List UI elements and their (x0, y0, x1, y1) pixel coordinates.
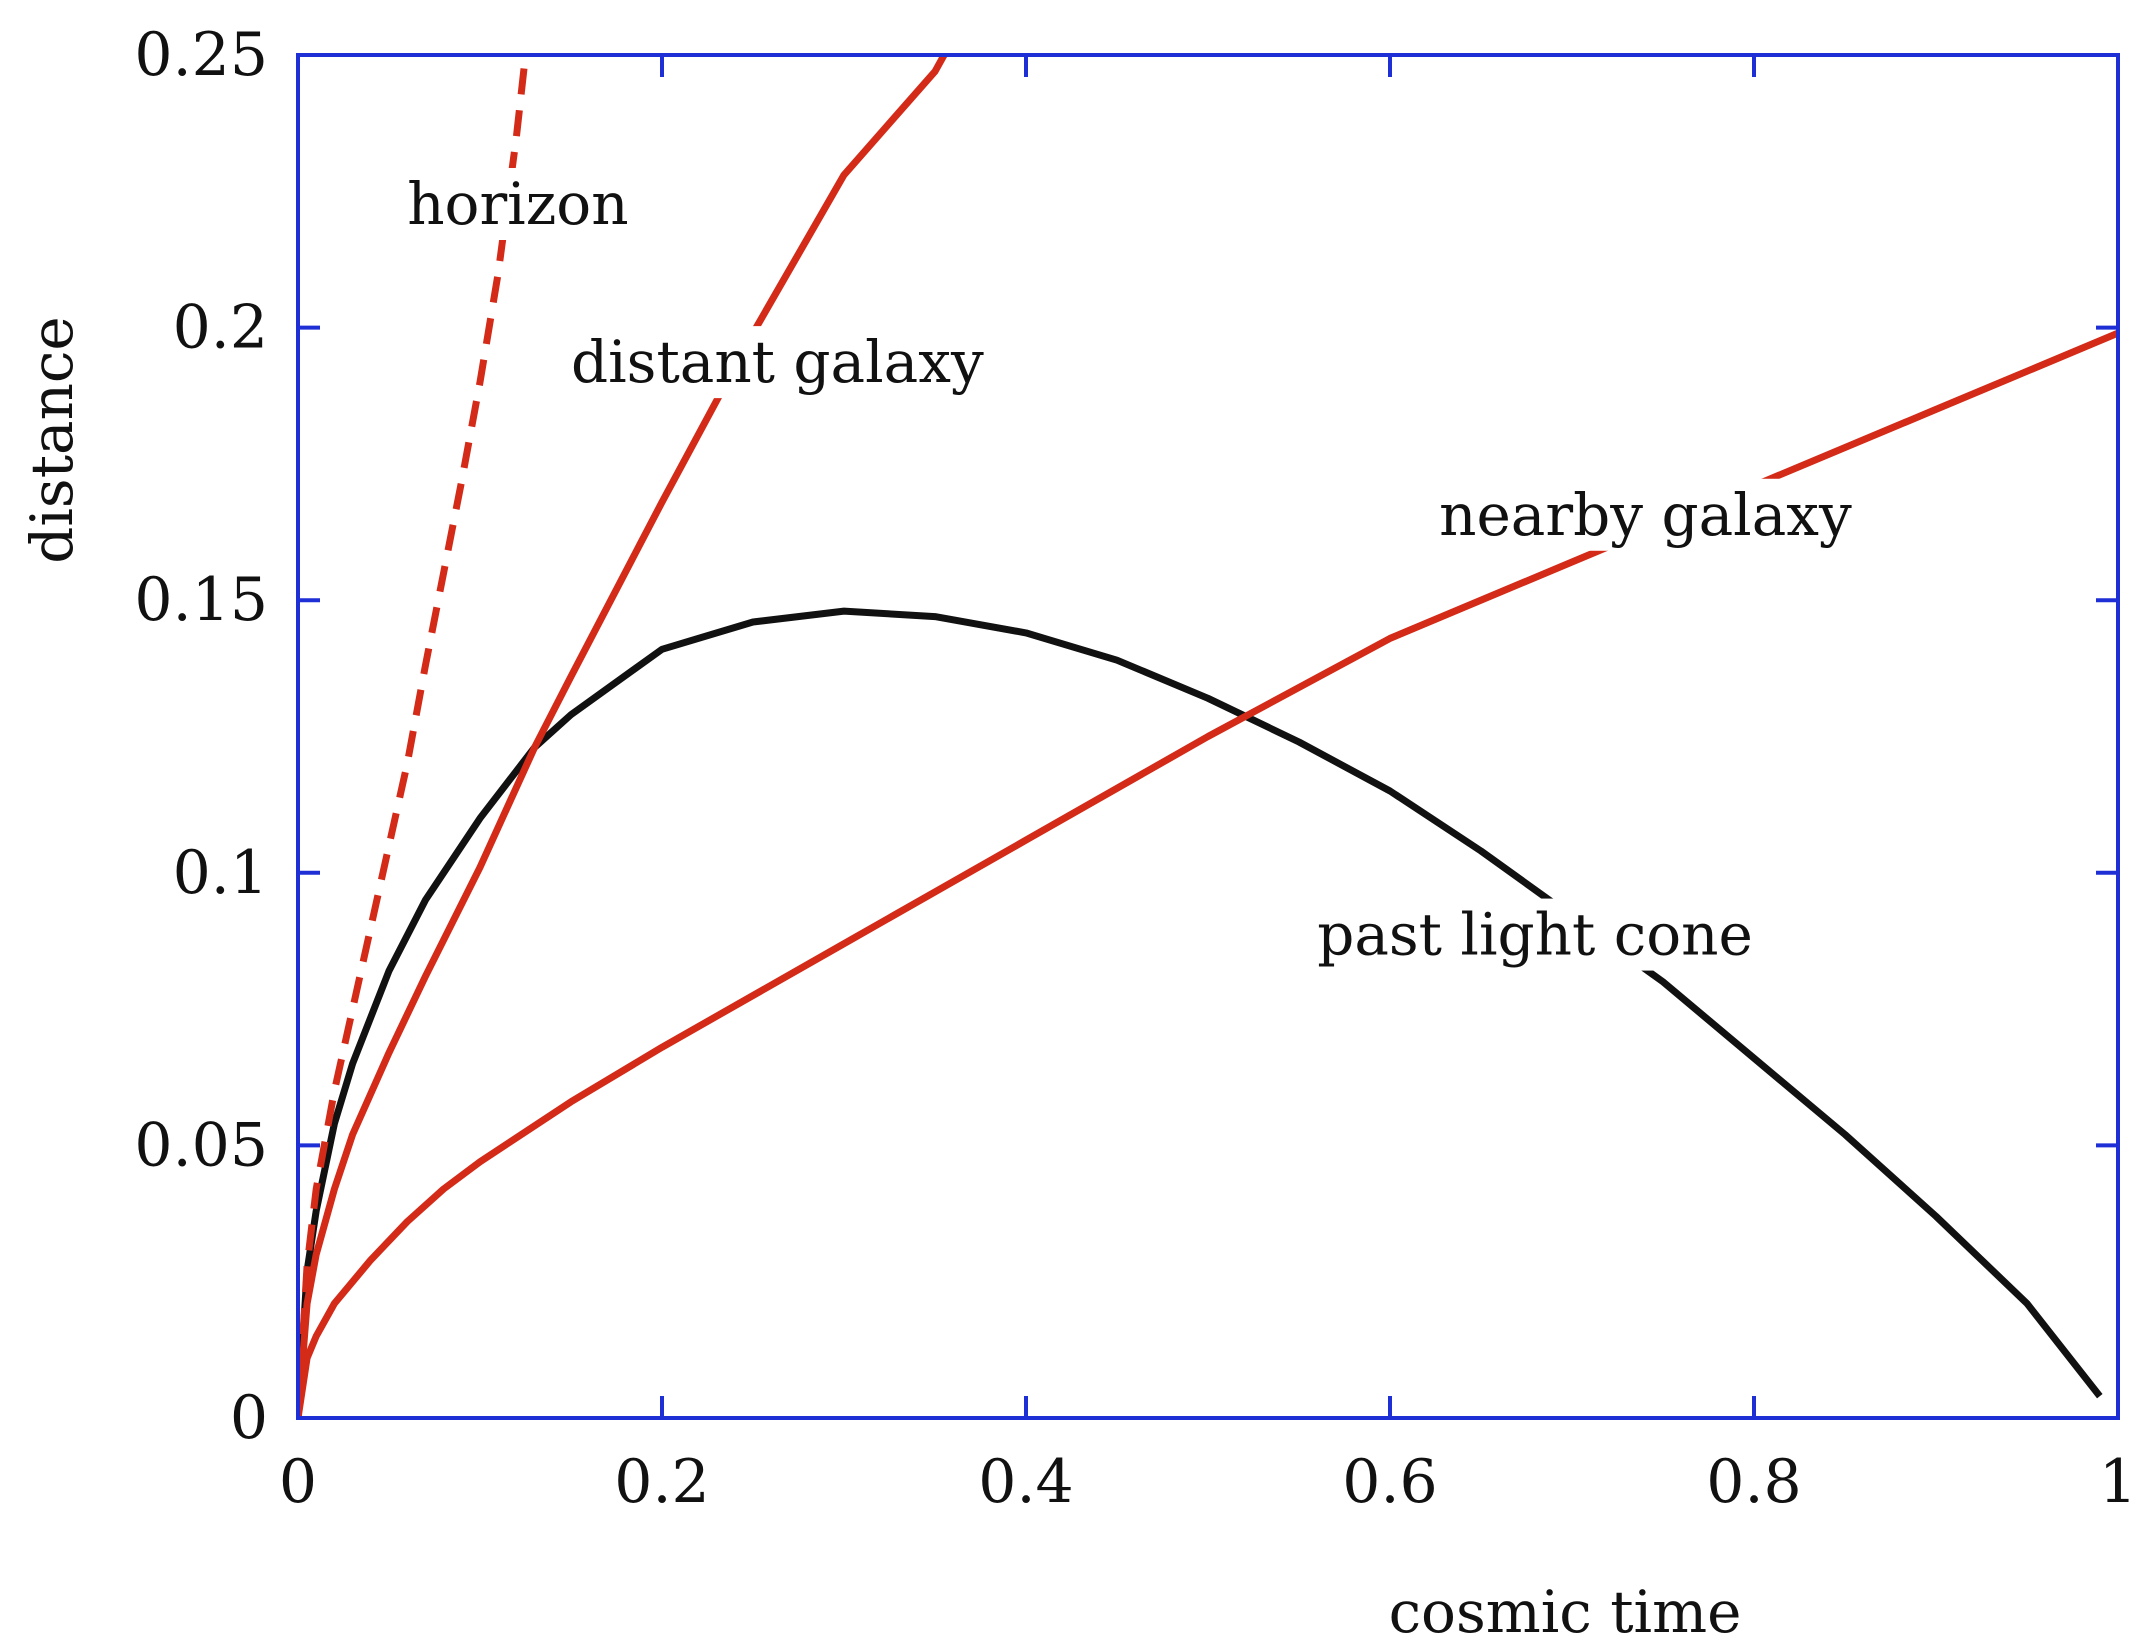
x-tick-label: 0.8 (1706, 1447, 1801, 1517)
x-tick-label: 0.2 (614, 1447, 709, 1517)
y-tick-label: 0.25 (134, 20, 268, 90)
x-tick-label: 1 (2099, 1447, 2132, 1517)
x-axis-label: cosmic time (1389, 1578, 1742, 1646)
y-tick-label: 0.05 (134, 1110, 268, 1180)
annotation-bg (403, 168, 633, 241)
annotation-text: past light cone (1317, 901, 1753, 969)
annotation-bg (1313, 898, 1757, 971)
annotation-3: nearby galaxy (1435, 478, 1857, 551)
series-line-2 (298, 55, 948, 1418)
y-tick-label: 0.15 (134, 565, 268, 635)
tick-labels: 0 0.2 0.4 0.6 0.8 1 0 0.05 0.1 0.15 0.2 0.25 (134, 20, 2132, 1517)
x-tick-label: 0.4 (978, 1447, 1073, 1517)
annotation-text: horizon (407, 170, 628, 238)
plot-frame (296, 53, 2120, 1420)
annotation-text: distant galaxy (571, 328, 984, 396)
annotation-bg (567, 326, 988, 399)
annotation-bg (1435, 478, 1857, 551)
annotation-2: distant galaxy (567, 326, 988, 399)
y-tick-label: 0.1 (173, 838, 268, 908)
series-line-4 (298, 55, 529, 1418)
y-tick-label: 0 (230, 1383, 268, 1453)
x-tick-label: 0.6 (1342, 1447, 1437, 1517)
axes-frame (296, 53, 2120, 1420)
series-line-1 (298, 607, 2103, 1418)
annotation-layer: horizon distant galaxy nearby galaxy past l… (403, 168, 1857, 971)
annotation-1: horizon (403, 168, 633, 241)
series-layer (298, 55, 2118, 1418)
y-axis-label: distance (18, 316, 86, 564)
y-tick-label: 0.2 (173, 293, 268, 363)
annotation-text: nearby galaxy (1439, 481, 1852, 549)
annotation-4: past light cone (1313, 898, 1757, 971)
x-tick-label: 0 (279, 1447, 317, 1517)
